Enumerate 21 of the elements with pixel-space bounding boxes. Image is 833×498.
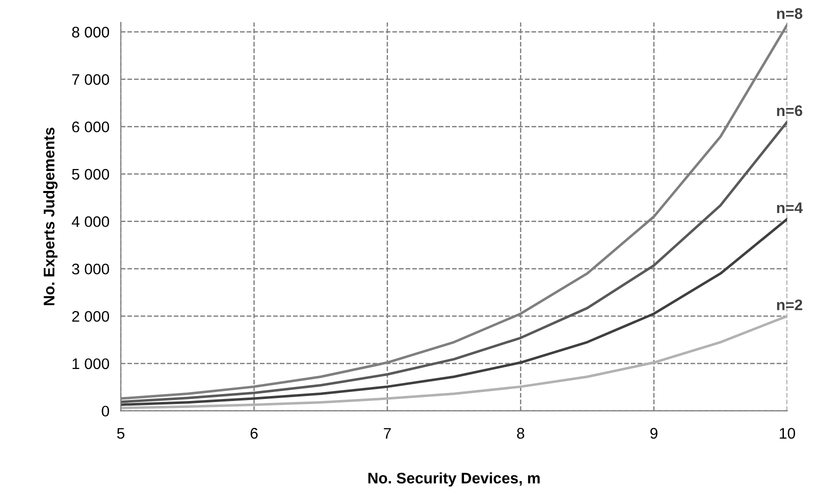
x-tick-label: 6 <box>250 428 258 439</box>
y-tick-label: 6 000 <box>72 121 110 132</box>
y-tick-label: 4 000 <box>72 216 110 228</box>
y-tick-label: 0 <box>102 406 110 417</box>
x-tick-label: 10 <box>780 428 796 439</box>
y-axis-title: No. Experts Judgements <box>43 128 58 306</box>
x-tick-label: 5 <box>117 428 124 439</box>
x-tick-label: 9 <box>650 428 658 439</box>
series-label: n=8 <box>777 8 802 19</box>
x-tick-label: 7 <box>384 428 391 439</box>
y-tick-label: 7 000 <box>72 74 110 85</box>
series-label: n=2 <box>777 299 802 310</box>
y-tick-label: 5 000 <box>72 168 110 180</box>
y-tick-label: 2 000 <box>72 310 110 322</box>
series-label: n=6 <box>777 105 802 116</box>
series-label: n=4 <box>777 202 803 214</box>
x-tick-label: 8 <box>517 428 524 439</box>
y-tick-label: 3 000 <box>72 264 110 274</box>
y-tick-label: 8 000 <box>72 26 110 38</box>
y-tick-label: 1 000 <box>72 358 110 370</box>
x-axis-title: No. Security Devices, m <box>368 472 540 487</box>
